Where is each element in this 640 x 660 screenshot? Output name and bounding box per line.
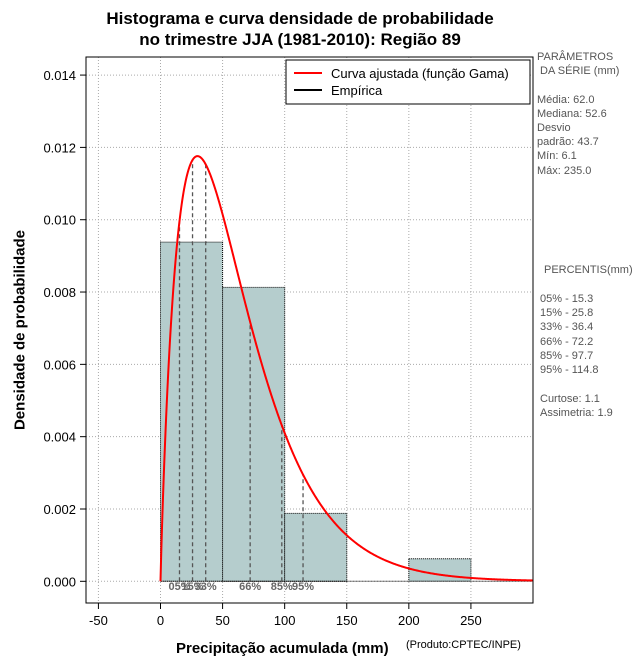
plot-border (85, 56, 534, 604)
percentile-label-95%: 95% (292, 581, 314, 593)
y-tick-label-7: 0.014 (43, 68, 76, 83)
y-tick-label-5: 0.010 (43, 213, 76, 228)
x-tick-label-2: 50 (215, 613, 229, 628)
percentile-66: 66% - 72.2 (540, 336, 594, 348)
percentile-label-85%: 85% (271, 581, 293, 593)
x-tick-label-5: 200 (398, 613, 420, 628)
percentis-header: PERCENTIS(mm) (544, 264, 633, 276)
stat-min: Mín: 6.1 (537, 150, 577, 162)
x-tick-label-3: 100 (274, 613, 296, 628)
legend-box (285, 59, 531, 105)
fitted-gamma-curve (159, 155, 534, 582)
x-axis-label: Precipitação acumulada (mm) (176, 640, 389, 657)
y-tick-label-3: 0.006 (43, 357, 76, 372)
stat-mediana: Mediana: 52.6 (537, 108, 607, 120)
stat-curtose: Curtose: 1.1 (540, 393, 600, 405)
x-tick-label-0: -50 (89, 613, 108, 628)
stat-max: Máx: 235.0 (537, 165, 592, 177)
y-tick-label-1: 0.002 (43, 502, 76, 517)
stat-media: Média: 62.0 (537, 94, 595, 106)
percentile-label-33%: 33% (195, 581, 217, 593)
percentile-label-05%: 05% (168, 581, 190, 593)
percentile-33: 33% - 36.4 (540, 321, 594, 333)
params-header-2: DA SÉRIE (mm) (540, 65, 620, 77)
x-tick-label-6: 250 (460, 613, 482, 628)
stat-desvio-2: padrão: 43.7 (537, 136, 599, 148)
percentile-lines: 05%15%33% 66% 85% 95% (168, 159, 314, 593)
percentile-95: 95% - 114.8 (540, 364, 599, 376)
histogram-bar-2 (284, 512, 348, 582)
y-tick-label-6: 0.012 (43, 140, 76, 155)
percentile-label-66%: 66% (239, 581, 261, 593)
y-axis-label: Densidade de probabilidade (11, 229, 29, 431)
y-tick-label-0: 0.000 (43, 574, 76, 589)
chart-title-line-1: Histograma e curva densidade de probabil… (106, 9, 494, 28)
axes: -50 0 50 100 150 200 250 0.000 0.002 0.004 0.006 0.… (43, 68, 481, 628)
x-tick-label-1: 0 (157, 613, 164, 628)
histogram-bars (160, 241, 533, 582)
percentile-15: 15% - 25.8 (540, 307, 594, 319)
legend: Curva ajustada (função Gama) Empírica (285, 59, 531, 105)
percentile-05: 05% - 15.3 (540, 293, 594, 305)
plot-frame (85, 56, 534, 604)
stat-assimetria: Assimetria: 1.9 (540, 407, 613, 419)
y-tick-label-2: 0.004 (43, 430, 76, 445)
chart-title: Histograma e curva densidade de probabil… (60, 8, 540, 50)
fitted-curve-layer (159, 155, 534, 582)
chart-title-line-2: no trimestre JJA (1981-2010): Região 89 (139, 30, 461, 49)
stat-desvio-1: Desvio (537, 122, 571, 134)
legend-empirical-label: Empírica (331, 83, 383, 98)
y-tick-label-4: 0.008 (43, 285, 76, 300)
product-credit: (Produto:CPTEC/INPE) (406, 639, 521, 651)
percentile-label-15%: 15% (182, 581, 204, 593)
histogram-bar-0 (160, 241, 224, 582)
params-header-1: PARÂMETROS (537, 51, 614, 63)
legend-curve-label: Curva ajustada (função Gama) (331, 66, 509, 81)
x-tick-label-4: 150 (336, 613, 358, 628)
percentile-85: 85% - 97.7 (540, 350, 594, 362)
